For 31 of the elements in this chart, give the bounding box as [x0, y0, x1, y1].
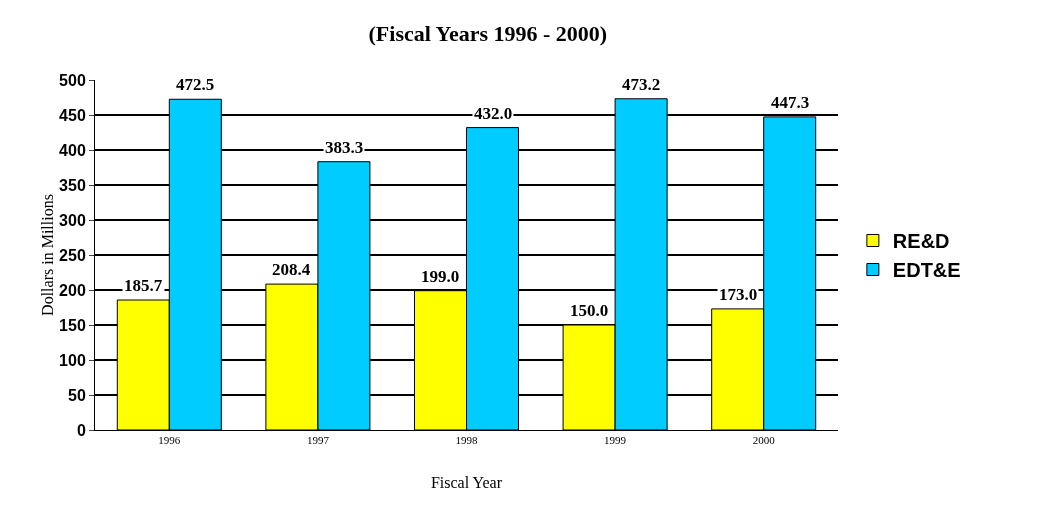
y-tick-label: 0 — [76, 421, 86, 439]
y-axis-title: Dollars in Millions — [39, 194, 56, 316]
chart-title: (Fiscal Years 1996 - 2000) — [368, 20, 608, 46]
x-tick-label: 1999 — [604, 434, 627, 447]
x-tick-label: 1996 — [158, 434, 181, 447]
x-axis-title: Fiscal Year — [430, 474, 503, 491]
data-label: 383.3 — [325, 138, 364, 157]
legend-label: EDT&E — [892, 259, 961, 282]
data-label: 447.3 — [771, 93, 810, 112]
y-tick-label: 200 — [59, 281, 86, 299]
y-tick-label: 400 — [59, 141, 86, 159]
y-tick-label: 300 — [59, 211, 86, 229]
x-tick-label: 2000 — [752, 434, 776, 447]
data-label: 199.0 — [421, 267, 460, 286]
data-label: 432.0 — [474, 104, 513, 123]
y-tick-label: 50 — [68, 386, 86, 404]
y-tick-label: 450 — [59, 106, 86, 124]
y-tick-label: 150 — [59, 316, 86, 334]
y-tick-label: 250 — [59, 246, 86, 264]
data-label: 473.2 — [622, 75, 661, 94]
y-tick-label: 100 — [59, 351, 86, 369]
data-label: 208.4 — [272, 260, 311, 279]
y-tick-label: 500 — [59, 71, 86, 89]
data-label: 150.0 — [570, 301, 609, 320]
data-label: 472.5 — [176, 75, 215, 94]
legend-label: RE&D — [892, 230, 950, 253]
x-tick-label: 1997 — [306, 434, 330, 447]
data-label: 185.7 — [124, 276, 163, 295]
x-tick-label: 1998 — [455, 434, 478, 447]
data-label: 173.0 — [719, 285, 758, 304]
y-tick-label: 350 — [59, 176, 86, 194]
